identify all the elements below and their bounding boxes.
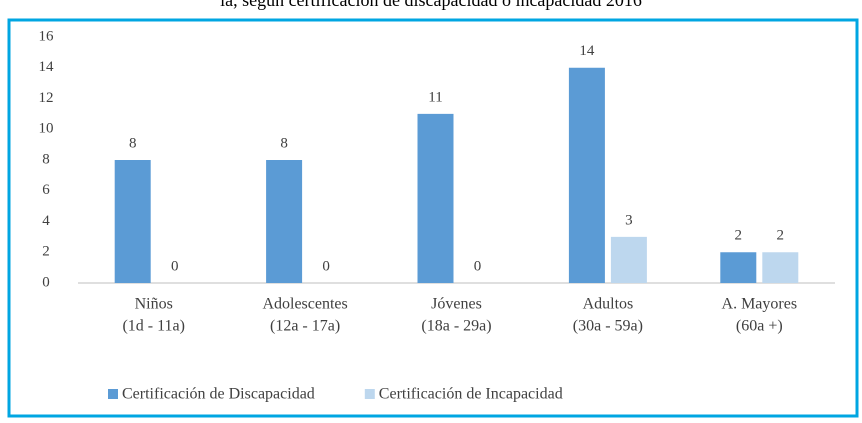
bar <box>762 252 799 283</box>
legend-swatch <box>364 389 375 399</box>
x-tick-label: Jóvenes <box>431 296 482 313</box>
value-label: 3 <box>625 212 633 228</box>
y-tick-label: 12 <box>39 90 54 106</box>
bar <box>114 160 151 283</box>
x-tick-label: (60a +) <box>736 318 783 335</box>
y-tick-label: 16 <box>39 28 55 44</box>
legend-swatch <box>108 389 118 399</box>
x-tick-label: (18a - 29a) <box>421 318 491 335</box>
x-tick-label: A. Mayores <box>722 296 798 313</box>
x-tick-label: Adolescentes <box>262 296 347 313</box>
value-label: 0 <box>474 258 482 274</box>
bar <box>266 160 303 283</box>
bar <box>610 236 647 283</box>
x-tick-label: (30a - 59a) <box>573 318 643 335</box>
legend-label: Certificación de Incapacidad <box>379 386 563 403</box>
y-tick-label: 8 <box>42 151 50 167</box>
y-tick-label: 14 <box>39 59 55 75</box>
x-tick-label: Adultos <box>583 296 634 313</box>
x-tick-label: Niños <box>135 296 173 313</box>
value-label: 0 <box>171 258 179 274</box>
x-tick-label: (1d - 11a) <box>122 318 185 335</box>
y-tick-label: 2 <box>42 244 50 260</box>
y-tick-label: 0 <box>42 274 50 290</box>
legend-label: Certificación de Discapacidad <box>122 386 315 403</box>
x-tick-label: (12a - 17a) <box>270 318 340 335</box>
chart-title: ia, según certificación de discapacidad … <box>220 0 642 10</box>
value-label: 11 <box>428 89 442 105</box>
y-tick-label: 6 <box>42 182 50 198</box>
y-tick-label: 4 <box>42 213 50 229</box>
value-label: 2 <box>735 228 743 244</box>
bar <box>720 252 757 283</box>
value-label: 8 <box>129 135 137 151</box>
bar <box>568 67 605 283</box>
value-label: 2 <box>777 228 785 244</box>
value-label: 14 <box>579 43 595 59</box>
value-label: 8 <box>280 135 288 151</box>
y-tick-label: 10 <box>39 121 54 137</box>
bar <box>417 113 454 283</box>
value-label: 0 <box>322 258 330 274</box>
